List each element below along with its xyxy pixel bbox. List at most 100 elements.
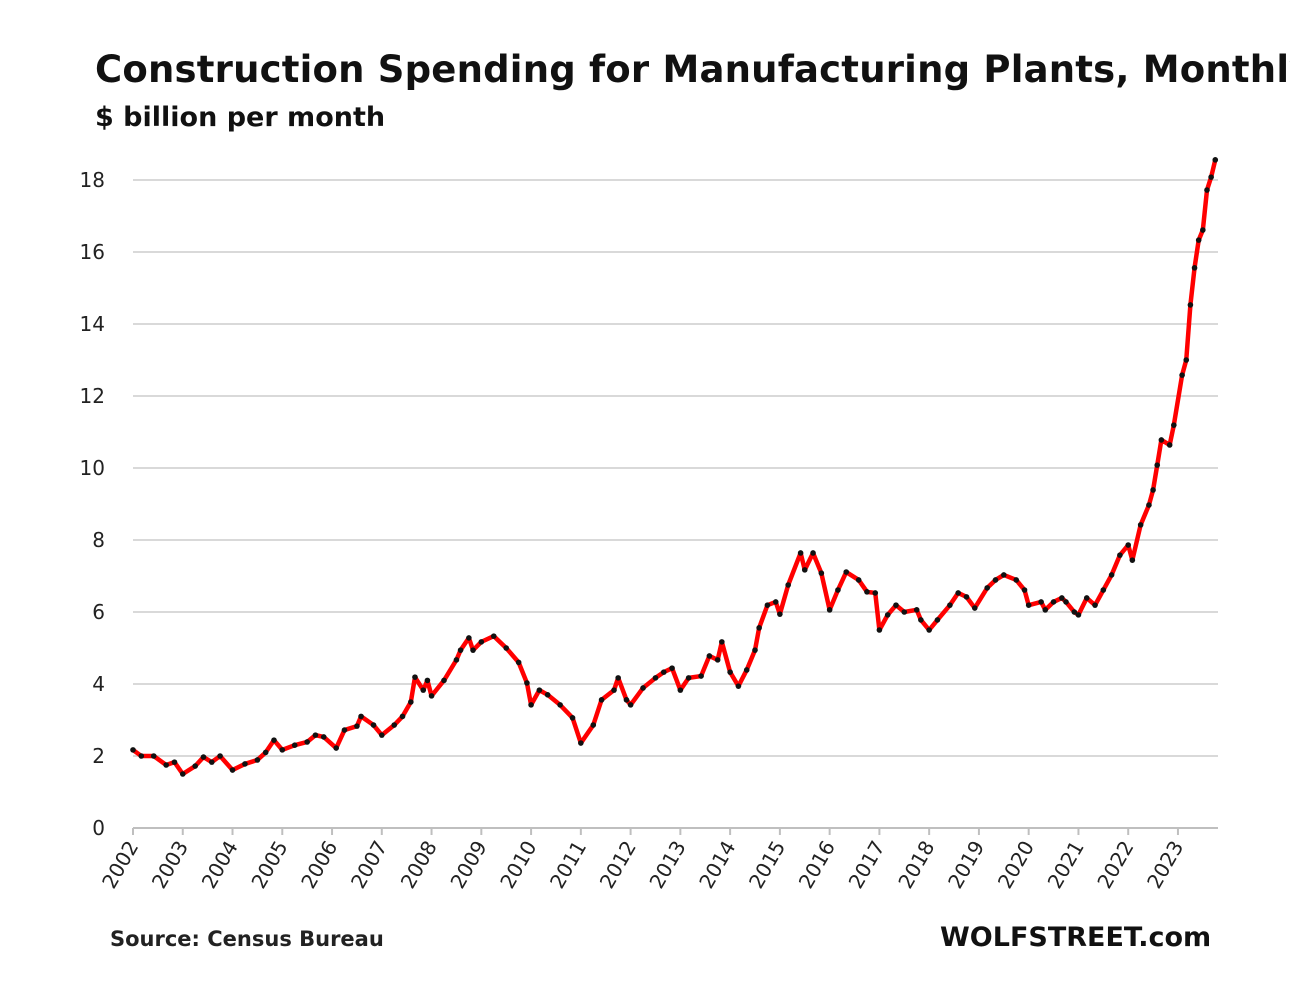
data-point [1137, 522, 1144, 528]
data-point [772, 599, 779, 605]
data-point [818, 570, 825, 576]
data-point [913, 607, 920, 613]
data-point [1021, 587, 1028, 593]
data-point [764, 602, 771, 608]
y-tick-label: 4 [92, 672, 105, 696]
data-point [408, 699, 414, 705]
y-tick-label: 12 [80, 384, 105, 408]
data-point [1092, 602, 1098, 608]
x-tick-label: 2019 [943, 836, 989, 892]
data-point [242, 761, 248, 767]
data-point [685, 675, 692, 681]
data-point [893, 602, 899, 608]
data-point [578, 740, 584, 746]
x-tick-label: 2009 [445, 837, 491, 893]
data-point [698, 673, 704, 679]
data-point [312, 732, 319, 738]
y-tick-label: 10 [80, 456, 105, 480]
chart-title: Construction Spending for Manufacturing … [95, 48, 1290, 91]
chart-subtitle: $ billion per month [95, 102, 386, 133]
x-tick-label: 2011 [545, 837, 591, 893]
data-point [918, 617, 924, 623]
data-point [179, 771, 186, 777]
data-point [399, 713, 406, 720]
y-tick-label: 16 [80, 240, 105, 264]
data-point [391, 722, 398, 728]
x-tick-label: 2014 [694, 837, 740, 893]
x-tick-label: 2010 [495, 837, 541, 893]
data-point [291, 742, 298, 748]
x-tick-label: 2016 [794, 837, 840, 893]
x-tick-label: 2022 [1092, 837, 1138, 893]
data-point [1038, 599, 1044, 605]
data-point [138, 753, 145, 759]
data-point [1071, 609, 1078, 615]
data-point [1042, 607, 1049, 613]
data-point [843, 569, 850, 575]
data-point [412, 674, 418, 680]
data-point [1001, 572, 1007, 578]
y-tick-label: 8 [92, 528, 105, 552]
data-point [1059, 595, 1065, 601]
data-point [727, 669, 733, 675]
data-point [677, 687, 684, 693]
data-point [627, 702, 634, 708]
data-point [1129, 557, 1136, 563]
x-tick-label: 2002 [97, 837, 143, 893]
y-tick-label: 0 [92, 816, 105, 840]
data-point [217, 753, 223, 759]
data-point [669, 665, 675, 671]
x-tick-label: 2004 [197, 837, 243, 893]
x-tick-label: 2015 [744, 837, 790, 893]
data-point [163, 762, 169, 768]
data-point [150, 753, 157, 759]
brand-watermark: WOLFSTREET.com [940, 922, 1212, 953]
data-point [1171, 422, 1177, 428]
data-point [424, 677, 431, 684]
data-point [503, 645, 510, 651]
data-point [1154, 462, 1161, 468]
plot-area [130, 157, 1219, 777]
data-point [1191, 265, 1198, 271]
data-point [876, 627, 883, 633]
data-point [379, 732, 385, 738]
data-point [743, 667, 750, 673]
data-point [536, 687, 543, 693]
data-point [200, 754, 207, 760]
data-point [1212, 157, 1219, 163]
data-point [1183, 357, 1190, 363]
data-point [1025, 602, 1032, 608]
data-point [453, 657, 460, 663]
data-point [855, 577, 862, 583]
gridlines [133, 179, 1218, 757]
x-tick-label: 2006 [296, 837, 342, 893]
data-point [826, 607, 833, 613]
data-point [955, 590, 961, 596]
data-point [801, 567, 808, 573]
y-tick-label: 6 [92, 600, 105, 624]
data-point [1063, 599, 1069, 605]
data-point [271, 737, 277, 743]
data-point [171, 759, 178, 765]
data-point [515, 659, 522, 666]
x-tick-label: 2013 [644, 837, 690, 893]
data-point [1146, 502, 1152, 508]
data-point [1158, 437, 1165, 443]
data-point [470, 647, 476, 653]
x-tick-label: 2012 [595, 837, 641, 893]
data-point [706, 653, 713, 659]
data-point [1187, 302, 1194, 308]
data-point [714, 657, 721, 663]
data-point [544, 692, 551, 698]
data-point [557, 702, 563, 708]
data-point [864, 589, 870, 595]
data-point [984, 585, 991, 591]
data-point [835, 587, 841, 593]
x-tick-label: 2018 [893, 837, 939, 893]
data-point [1117, 552, 1123, 558]
data-point [1208, 174, 1214, 180]
data-point [1013, 577, 1020, 583]
data-point [1050, 599, 1057, 605]
data-point [1150, 487, 1156, 493]
data-point [441, 677, 447, 684]
